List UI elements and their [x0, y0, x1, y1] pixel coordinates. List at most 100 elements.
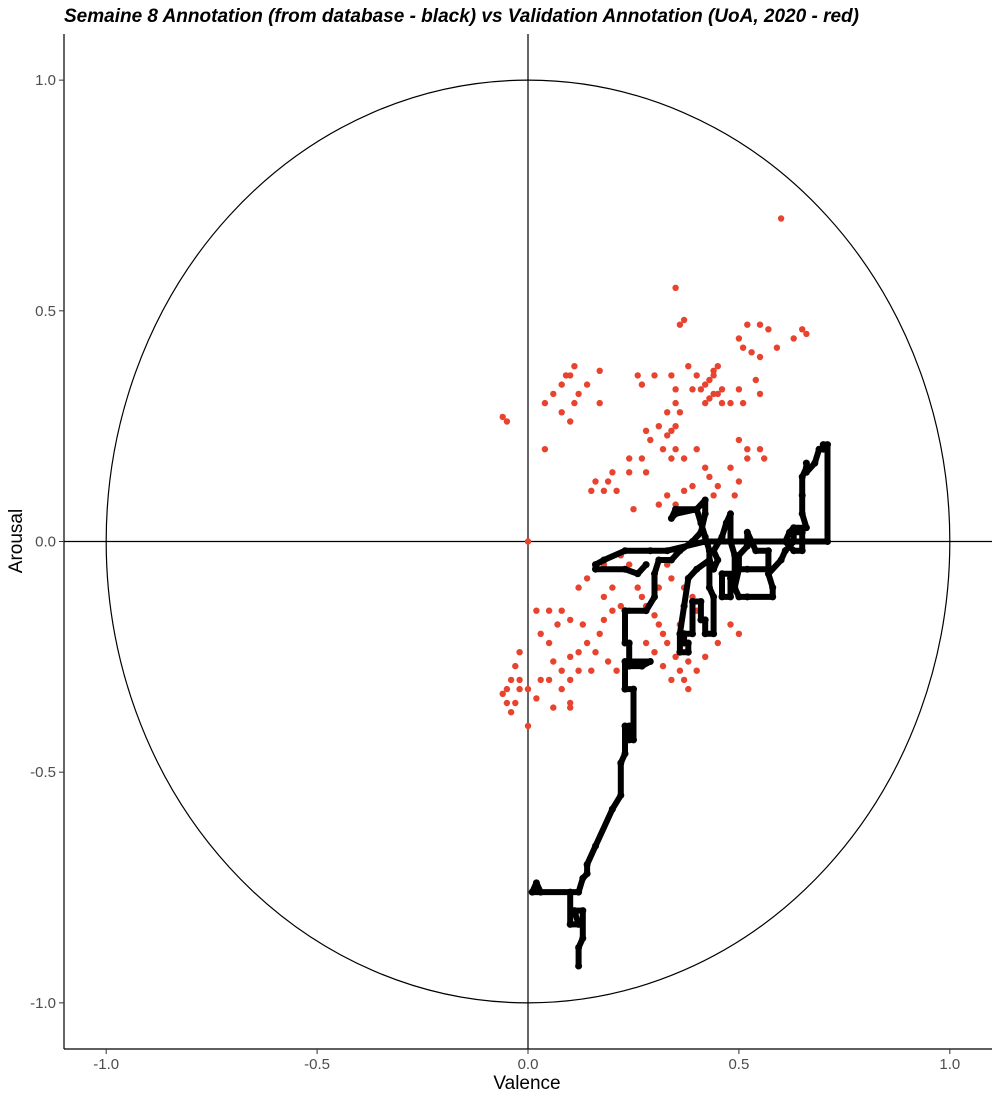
series-0-point-107: [575, 649, 582, 656]
series-0-point-12: [773, 344, 781, 351]
series-1: [528, 441, 831, 970]
series-1-point-110: [798, 510, 806, 518]
series-1-point-98: [764, 570, 772, 578]
series-1-point-126: [621, 547, 629, 555]
series-1-point-87: [748, 538, 756, 545]
series-1-point-78: [731, 570, 739, 578]
series-1-point-104: [798, 547, 806, 555]
series-1-point-10: [528, 888, 536, 896]
series-0-point-122: [676, 667, 684, 674]
series-0-point-160: [499, 690, 506, 697]
series-0-point-98: [524, 538, 532, 545]
series-0-point-60: [702, 464, 709, 471]
series-0-point-61: [706, 473, 713, 481]
series-1-point-58: [689, 598, 696, 605]
series-0-point-125: [668, 676, 675, 684]
series-0-point-23: [710, 390, 717, 398]
series-0-point-79: [630, 506, 637, 513]
series-0-point-174: [714, 639, 721, 647]
series-0-point-178: [600, 593, 608, 601]
series-0-point-148: [588, 667, 595, 674]
series-0-point-37: [676, 409, 684, 416]
series-0-point-104: [550, 658, 557, 665]
series-1-point-81: [727, 593, 734, 601]
series-0-point-10: [735, 335, 743, 342]
series-1-point-99: [777, 556, 785, 564]
series-0-point-112: [609, 607, 616, 614]
series-0-point-117: [651, 612, 658, 619]
series-0-point-58: [744, 455, 751, 462]
series-1-point-3: [579, 907, 587, 915]
series-0-point-52: [752, 376, 759, 384]
series-0-point-102: [537, 630, 544, 637]
series-0-point-25: [702, 399, 709, 407]
series-1-point-27: [646, 658, 654, 665]
series-0-point-17: [710, 372, 717, 379]
series-0-point-119: [659, 630, 667, 637]
series-1-point-35: [651, 570, 658, 578]
series-0-point-21: [718, 386, 726, 393]
series-0-point-0: [777, 215, 785, 222]
series-1-point-2: [579, 934, 587, 942]
series-1-point-37: [667, 556, 675, 564]
series-0-point-15: [714, 363, 721, 370]
series-1-point-114: [802, 459, 810, 467]
series-0-point-35: [672, 399, 679, 407]
series-0-point-87: [550, 390, 557, 398]
series-0-point-83: [575, 390, 582, 398]
series-1-point-12: [579, 874, 587, 882]
series-0-point-4: [744, 321, 751, 328]
series-1-point-48: [697, 519, 705, 527]
series-0-point-152: [550, 704, 557, 711]
series-0-point-170: [567, 704, 574, 711]
series-0-point-164: [516, 676, 523, 684]
series-0-point-156: [524, 685, 532, 693]
series-1-point-24: [630, 685, 637, 693]
series-1-point-127: [600, 556, 608, 564]
series-0-point-7: [799, 326, 806, 333]
series-0-point-82: [571, 399, 578, 407]
series-0-point-121: [672, 653, 679, 660]
series-0-point-120: [664, 639, 671, 647]
series-0-point-74: [604, 478, 612, 485]
series-0-point-150: [567, 676, 574, 684]
series-1-point-71: [714, 556, 722, 564]
series-0-point-118: [655, 621, 662, 628]
series-1-point-131: [634, 570, 642, 578]
series-0-point-51: [739, 399, 747, 407]
series-0-point-172: [727, 621, 734, 628]
series-0-point-127: [651, 649, 658, 656]
series-1-point-21: [625, 722, 633, 730]
series-1-point-73: [718, 533, 726, 541]
series-1-point-14: [583, 861, 591, 868]
x-tick-label-0: -1.0: [93, 1056, 119, 1073]
series-0-point-1: [672, 284, 679, 291]
series-0-point-80: [626, 455, 633, 462]
series-0-point-142: [583, 575, 591, 582]
series-1-point-53: [710, 630, 718, 638]
series-1-point-6: [566, 920, 574, 928]
series-0-point-46: [680, 455, 688, 462]
series-0-point-88: [541, 399, 549, 407]
series-0-point-153: [545, 676, 553, 684]
series-0-point-123: [680, 676, 688, 684]
series-0-point-101: [545, 607, 553, 614]
series-0-point-62: [714, 482, 721, 490]
series-0-point-70: [655, 501, 662, 508]
series-1-point-5: [575, 920, 583, 928]
series-0-point-99: [524, 722, 532, 730]
series-1-point-86: [743, 528, 751, 536]
series-1-point-97: [769, 584, 777, 592]
series-0-point-8: [803, 330, 810, 338]
series-0-point-108: [583, 639, 591, 647]
y-axis-title: Arousal: [6, 509, 27, 573]
series-0-point-55: [744, 446, 751, 453]
series-1-point-111: [798, 491, 806, 499]
series-0-point-68: [664, 492, 671, 499]
series-1-point-54: [701, 630, 709, 638]
y-tick-label-0: -1.0: [30, 995, 56, 1012]
series-1-point-85: [743, 542, 751, 550]
series-1-point-23: [630, 736, 637, 744]
series-1-point-75: [727, 510, 734, 518]
